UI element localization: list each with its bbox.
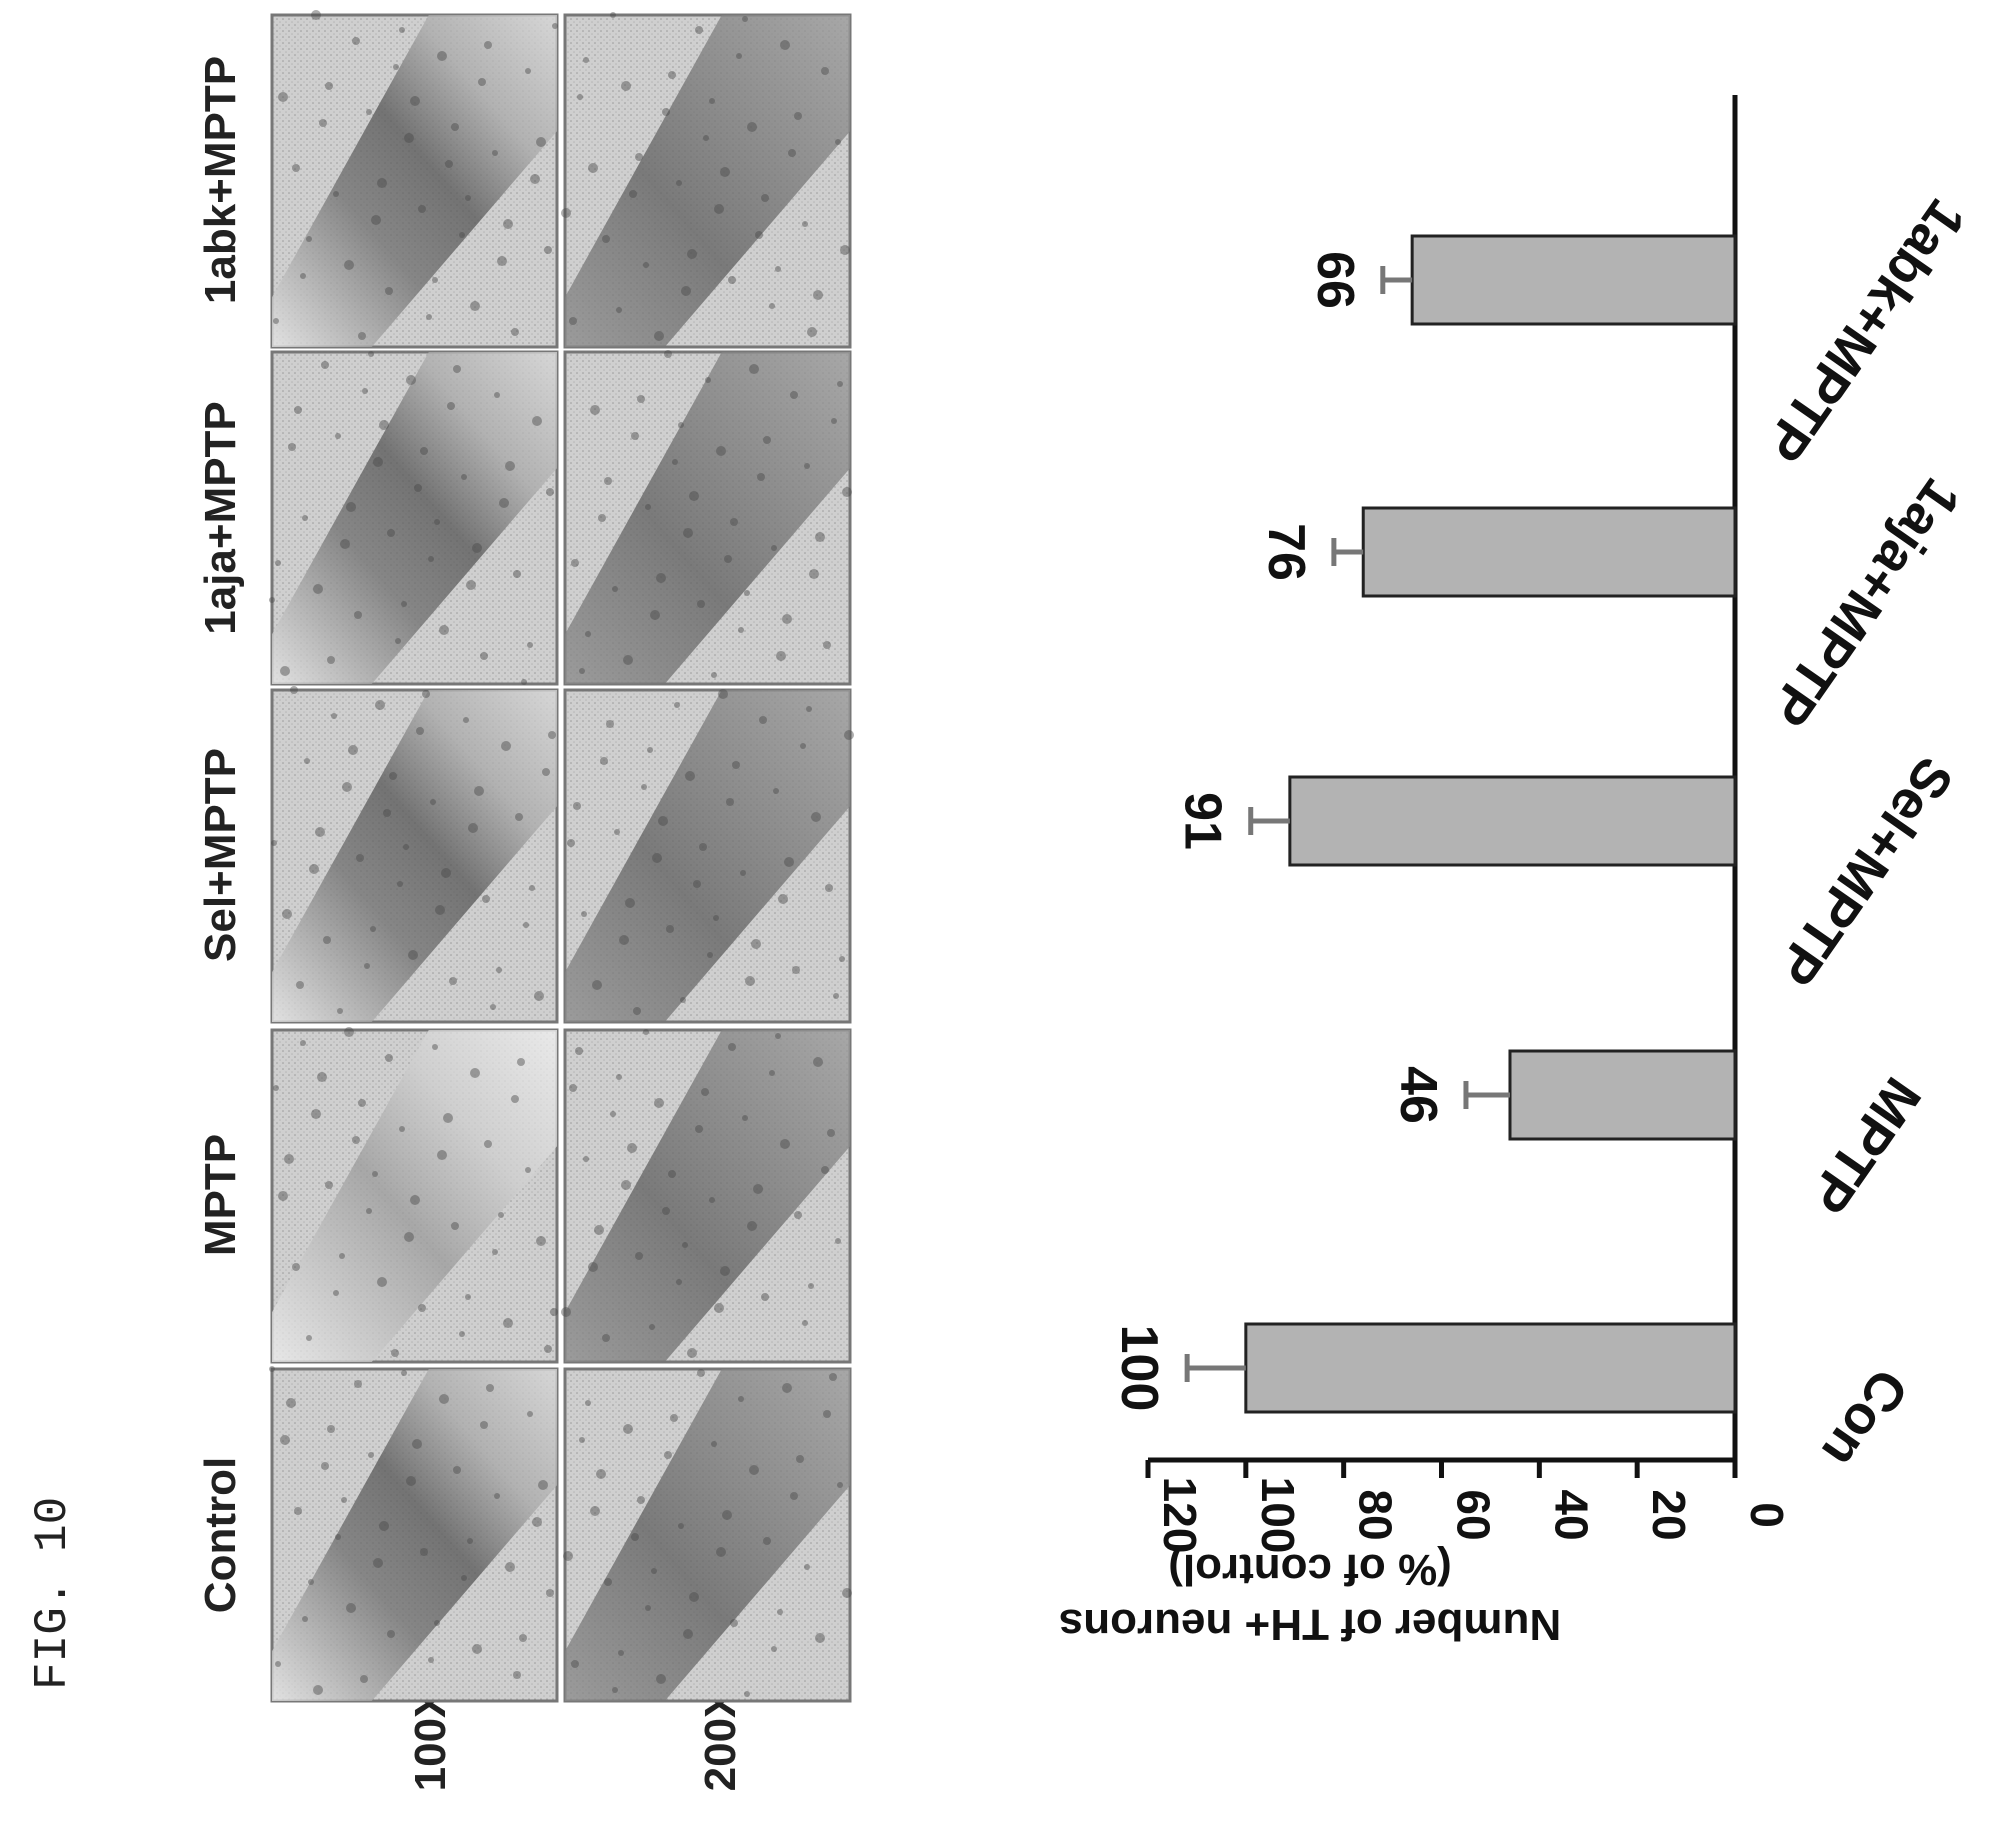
category-label-sel-mptp: Sel+MPTP [1765, 747, 1965, 997]
value-label-con: 100 [1110, 1325, 1168, 1412]
micrograph-column-labels: Control MPTP Sel+MPTP 1aja+MPTP 1abk+MPTP [196, 56, 245, 1613]
micrograph-column-label-control: Control [196, 1457, 245, 1613]
figure-label: FIG. 10 [27, 1497, 79, 1690]
micrograph-control-200x [563, 1367, 852, 1703]
value-tick-label-120: 120 [1154, 1477, 1206, 1554]
value-tick-label-20: 20 [1643, 1489, 1695, 1540]
category-label-con: Con [1810, 1358, 1919, 1478]
category-label-mptp: MPTP [1797, 1067, 1932, 1224]
micrograph-sel-mptp-100x [270, 686, 559, 1024]
value-tick-label-40: 40 [1545, 1489, 1597, 1540]
micrograph-1aja-mptp-100x [269, 350, 559, 686]
micrograph-column-label-mptp: MPTP [196, 1134, 245, 1256]
value-label-1aja-mptp: 76 [1257, 523, 1315, 581]
value-axis-title-line1: Number of TH+ neurons [1059, 1600, 1561, 1649]
bar-chart: 0 20 40 60 80 100 120 Number of TH+ neurons (% o… [1059, 95, 1977, 1649]
micrograph-row-label-100x: 100X [406, 1689, 455, 1792]
micrograph-row-label-200x: 200X [696, 1689, 745, 1792]
micrograph-sel-mptp-200x [563, 688, 854, 1024]
category-label-1abk-mptp: 1abk+MPTP [1753, 188, 1977, 472]
micrograph-column-label-1aja-mptp: 1aja+MPTP [196, 401, 245, 635]
value-tick-label-80: 80 [1350, 1489, 1402, 1540]
value-label-mptp: 46 [1389, 1066, 1447, 1124]
micrograph-control-100x [269, 1366, 559, 1703]
micrograph-1aja-mptp-200x [563, 350, 852, 686]
micrograph-column-label-1abk-mptp: 1abk+MPTP [196, 56, 245, 304]
micrograph-column-label-sel-mptp: Sel+MPTP [196, 748, 245, 962]
micrograph-1abk-mptp-100x [270, 10, 559, 349]
value-tick-label-100: 100 [1252, 1477, 1304, 1554]
bar-1abk-mptp [1410, 234, 1737, 326]
category-label-1aja-mptp: 1aja+MPTP [1758, 468, 1972, 737]
micrograph-mptp-200x [561, 1028, 852, 1364]
value-axis-title-line2: (% of control) [1168, 1545, 1452, 1594]
value-label-sel-mptp: 91 [1174, 792, 1232, 850]
value-tick-label-60: 60 [1448, 1489, 1500, 1540]
micrograph-1abk-mptp-200x [561, 12, 852, 349]
value-tick-label-0: 0 [1741, 1502, 1793, 1528]
value-label-1abk-mptp: 66 [1306, 251, 1364, 309]
bar-con [1244, 1322, 1737, 1414]
bar-mptp [1508, 1049, 1737, 1141]
bar-1aja-mptp [1361, 506, 1737, 598]
bar-sel-mptp [1288, 775, 1737, 867]
micrograph-row-labels: 100X 200X [406, 1689, 745, 1792]
micrograph-grid [269, 10, 854, 1703]
micrograph-mptp-100x [270, 1027, 559, 1364]
